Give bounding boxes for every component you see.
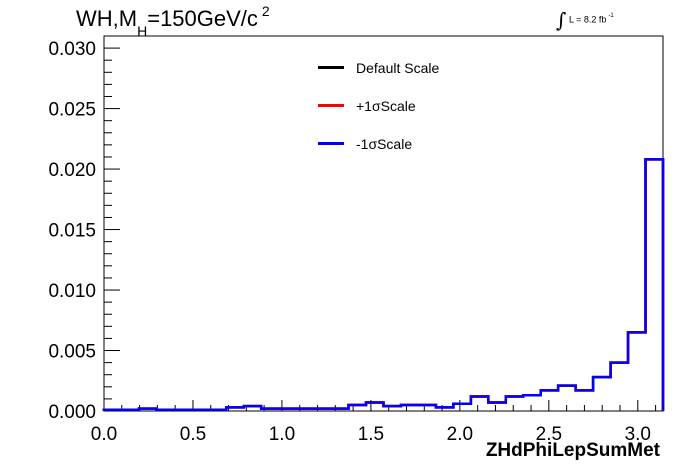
y-tick-label: 0.020 [48, 160, 96, 181]
x-tick-label: 0.5 [180, 424, 206, 445]
legend-item-minus1sigma: -1σScale [318, 134, 439, 153]
y-tick-label: 0.030 [48, 39, 96, 60]
title-rest: =150GeV/c [147, 6, 258, 31]
legend-line-minus1sigma [318, 142, 344, 145]
x-tick-label: 1.5 [358, 424, 384, 445]
x-axis-label: ZHdPhiLepSumMet [485, 440, 660, 461]
legend-line-default [318, 66, 344, 69]
y-tick-label: 0.000 [48, 402, 96, 423]
histogram-series-2 [102, 158, 665, 412]
legend-line-plus1sigma [318, 104, 344, 107]
luminosity-text: L = 8.2 fb [568, 14, 607, 25]
legend-label-default: Default Scale [356, 59, 440, 76]
y-axis: 0.000 0.005 0.010 0.015 0.020 0.025 0.030 [48, 35, 120, 423]
histogram-series-0 [102, 158, 665, 412]
x-axis: 0.0 0.5 1.0 1.5 2.0 2.5 3.0 [91, 400, 657, 445]
y-tick-label: 0.005 [48, 342, 96, 363]
y-tick-label: 0.010 [48, 281, 96, 302]
legend-label-minus1sigma: -1σScale [356, 135, 413, 152]
x-tick-label: 3.0 [625, 424, 651, 445]
luminosity-superscript: -1 [608, 13, 614, 20]
x-tick-label: 2.5 [536, 424, 562, 445]
chart-title: WH,MH=150GeV/c 2 [76, 3, 270, 39]
series-layer [102, 158, 665, 412]
title-superscript: 2 [261, 3, 270, 19]
x-tick-label: 2.0 [447, 424, 473, 445]
y-tick-label: 0.015 [48, 221, 96, 242]
luminosity-label: ∫ L = 8.2 fb -1 [556, 8, 614, 32]
integral-symbol: ∫ [556, 8, 567, 32]
legend-item-default: Default Scale [318, 58, 439, 77]
y-tick-label: 0.025 [48, 100, 96, 121]
legend-item-plus1sigma: +1σScale [318, 96, 439, 115]
title-main: WH,M [76, 6, 138, 31]
x-tick-label: 1.0 [269, 424, 295, 445]
title-subscript: H [137, 23, 148, 39]
legend: Default Scale +1σScale -1σScale [318, 58, 439, 172]
legend-label-plus1sigma: +1σScale [356, 97, 416, 114]
histogram-series-1 [102, 158, 665, 412]
x-tick-label: 0.0 [91, 424, 117, 445]
